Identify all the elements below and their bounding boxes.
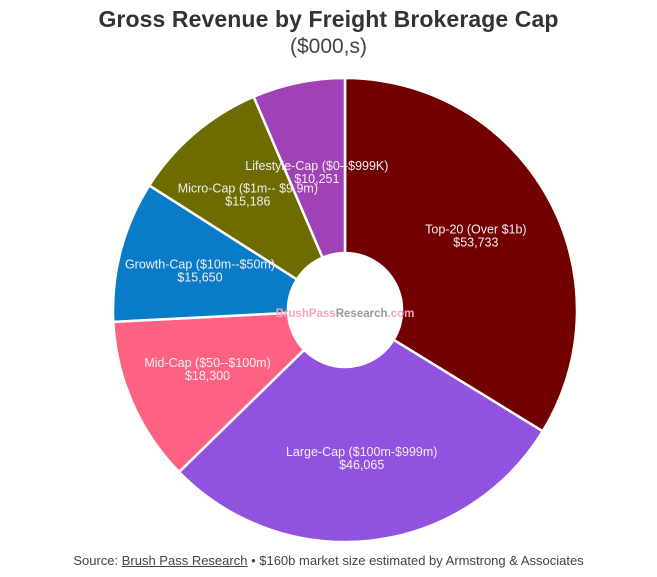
slice-micro-cap[interactable] xyxy=(148,95,324,281)
slice-mid-cap[interactable] xyxy=(112,311,306,474)
slice-label: Large-Cap ($100m-$999m) $46,065 xyxy=(286,445,437,472)
slice-top-20[interactable] xyxy=(343,76,579,433)
slice-label: Growth-Cap ($10m--$50m) $15,650 xyxy=(125,258,275,285)
slice-growth-cap[interactable] xyxy=(111,184,299,324)
source-prefix: Source: xyxy=(73,553,122,568)
slice-label: Top-20 (Over $1b) $53,733 xyxy=(425,223,526,250)
source-link[interactable]: Brush Pass Research xyxy=(121,553,248,568)
slice-lifestyle-cap[interactable] xyxy=(252,76,347,259)
watermark: BrushPassResearch.com xyxy=(276,308,415,320)
chart-title: Gross Revenue by Freight Brokerage Cap xyxy=(98,6,559,32)
source-suffix: • $160b market size estimated by Armstro… xyxy=(247,553,584,568)
slice-label: Micro-Cap ($1m-- $9.9m) $15,186 xyxy=(178,182,318,209)
slice-label: Mid-Cap ($50--$100m) $18,300 xyxy=(144,356,270,383)
donut-slices xyxy=(111,76,579,544)
slice-large-cap[interactable] xyxy=(177,338,545,544)
chart-subtitle: ($000,s) xyxy=(289,35,368,58)
slice-labels: Top-20 (Over $1b) $53,733 Large-Cap ($100m… xyxy=(125,159,527,472)
slice-label: Lifestyle-Cap ($0--$999K) $10,251 xyxy=(245,159,388,186)
source-footer: Source: Brush Pass Research • $160b mark… xyxy=(0,553,657,568)
